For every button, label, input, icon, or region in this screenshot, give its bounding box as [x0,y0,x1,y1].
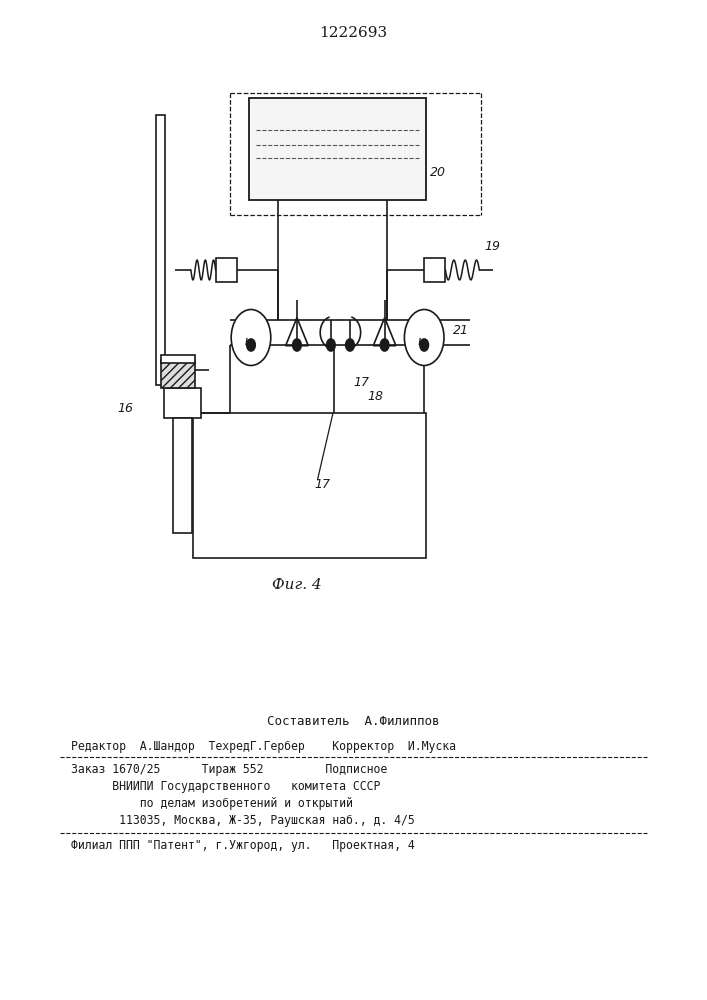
Text: 21: 21 [452,324,469,336]
Bar [161,360,195,388]
Text: 17: 17 [354,375,370,388]
Text: по делам изобретений и открытий: по делам изобретений и открытий [71,797,353,810]
Text: 113035, Москва, Ж-35, Раушская наб., д. 4/5: 113035, Москва, Ж-35, Раушская наб., д. … [71,814,414,827]
Text: 18: 18 [367,390,383,403]
Bar [216,258,237,282]
Circle shape [293,339,301,351]
Circle shape [404,310,444,365]
Bar [164,388,201,418]
Bar [424,258,445,282]
Text: Фиг. 4: Фиг. 4 [272,578,322,592]
Text: 17: 17 [315,479,331,491]
Text: 1222693: 1222693 [320,26,387,40]
Bar [156,115,165,385]
Circle shape [231,310,271,365]
Bar [173,418,192,533]
Circle shape [247,339,255,351]
Circle shape [380,339,389,351]
Text: 16: 16 [117,401,133,414]
Text: Составитель  А.Филиппов: Составитель А.Филиппов [267,715,440,728]
Text: Заказ 1670/25      Тираж 552         Подписное: Заказ 1670/25 Тираж 552 Подписное [71,763,387,776]
Circle shape [346,339,354,351]
Text: 19: 19 [484,240,501,253]
Text: Редактор  А.Шандор  ТехредГ.Гербер    Корректор  И.Муска: Редактор А.Шандор ТехредГ.Гербер Коррект… [71,740,456,753]
Text: Филиал ППП "Патент", г.Ужгород, ул.   Проектная, 4: Филиал ППП "Патент", г.Ужгород, ул. Прое… [71,839,414,852]
Circle shape [420,339,428,351]
Text: ВНИИПИ Государственного   комитета СССР: ВНИИПИ Государственного комитета СССР [71,780,380,793]
Circle shape [327,339,335,351]
Text: 20: 20 [430,165,446,178]
Bar [249,98,426,200]
Bar [193,413,426,558]
Bar [161,355,195,363]
